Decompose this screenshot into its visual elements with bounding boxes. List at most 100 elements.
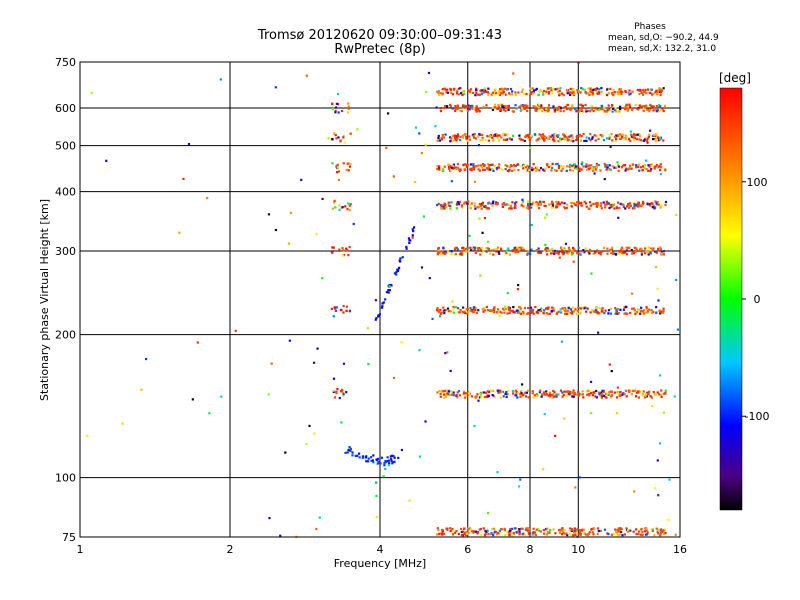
trace-point	[401, 256, 404, 259]
band-point	[449, 527, 452, 530]
band-point	[559, 311, 563, 314]
band-point	[662, 253, 666, 256]
band-point	[600, 202, 603, 205]
band-point	[498, 310, 501, 314]
band-point	[634, 311, 637, 314]
band-point	[614, 107, 617, 110]
band-point	[447, 163, 450, 167]
band-point	[593, 165, 597, 169]
band-point	[607, 393, 610, 396]
band-point	[641, 88, 644, 92]
band-point	[611, 165, 614, 168]
band-point	[568, 393, 571, 396]
band-point	[520, 248, 523, 251]
band-point	[611, 110, 614, 113]
band-point	[603, 162, 606, 165]
trace-point	[412, 226, 416, 229]
band-point	[507, 247, 510, 250]
cluster-point	[330, 307, 333, 310]
noise-point	[342, 362, 346, 365]
band-point	[450, 201, 453, 204]
band-point	[570, 253, 574, 256]
band-point	[634, 104, 637, 107]
band-point	[589, 248, 592, 252]
band-point	[574, 166, 577, 169]
band-point	[658, 309, 661, 312]
band-point	[530, 206, 533, 209]
band-point	[607, 309, 611, 312]
band-point	[606, 392, 609, 395]
band-point	[511, 392, 515, 395]
band-point	[522, 205, 525, 208]
band-point	[638, 169, 641, 172]
noise-point	[616, 386, 619, 389]
band-point	[594, 395, 597, 398]
band-point	[565, 169, 568, 172]
band-point	[637, 391, 640, 394]
band-point	[565, 532, 568, 535]
band-point	[555, 204, 558, 207]
band-point	[653, 107, 656, 110]
band-point	[524, 395, 528, 398]
trace-point	[374, 318, 377, 321]
band-point	[560, 169, 563, 172]
band-point	[485, 250, 488, 253]
noise-point	[581, 161, 584, 164]
band-point	[456, 202, 459, 206]
band-point	[495, 533, 499, 536]
band-point	[565, 89, 569, 92]
band-point	[526, 206, 529, 210]
band-point	[626, 530, 630, 533]
band-point	[589, 107, 593, 110]
noise-point	[516, 287, 520, 291]
band-point	[542, 133, 545, 136]
band-point	[588, 389, 591, 392]
cluster-point	[341, 109, 344, 113]
trace-point	[390, 284, 393, 287]
band-point	[451, 135, 455, 138]
band-point	[652, 247, 655, 250]
band-point	[587, 532, 590, 536]
band-point	[471, 104, 474, 107]
band-point	[476, 532, 479, 535]
band-point	[661, 107, 664, 111]
band-point	[558, 139, 561, 142]
band-point	[469, 163, 473, 166]
band-point	[608, 168, 611, 171]
band-point	[561, 137, 564, 140]
band-point	[504, 533, 507, 537]
noise-point	[270, 362, 273, 365]
band-point	[467, 104, 470, 107]
band-point	[441, 88, 444, 91]
band-point	[474, 530, 478, 533]
band-point	[609, 312, 613, 315]
band-point	[553, 249, 557, 252]
band-point	[642, 309, 646, 312]
band-point	[596, 203, 599, 207]
band-point	[481, 308, 484, 311]
band-point	[479, 253, 482, 256]
noise-point	[589, 380, 593, 384]
trace-point	[369, 456, 373, 459]
band-point	[576, 312, 579, 315]
band-point	[600, 308, 603, 311]
band-point	[491, 108, 495, 112]
band-point	[617, 528, 620, 531]
band-point	[654, 140, 658, 143]
band-point	[595, 164, 598, 167]
band-point	[442, 252, 445, 255]
band-point	[438, 250, 441, 253]
band-point	[525, 527, 528, 530]
band-point	[601, 394, 604, 397]
noise-point	[496, 471, 499, 474]
trace-point	[411, 228, 414, 231]
band-point	[620, 133, 623, 137]
band-point	[486, 166, 489, 170]
band-point	[440, 311, 443, 314]
band-point	[478, 169, 482, 172]
band-point	[447, 201, 450, 204]
band-point	[649, 248, 652, 251]
band-point	[563, 528, 566, 532]
band-point	[440, 93, 443, 96]
band-point	[642, 139, 645, 142]
